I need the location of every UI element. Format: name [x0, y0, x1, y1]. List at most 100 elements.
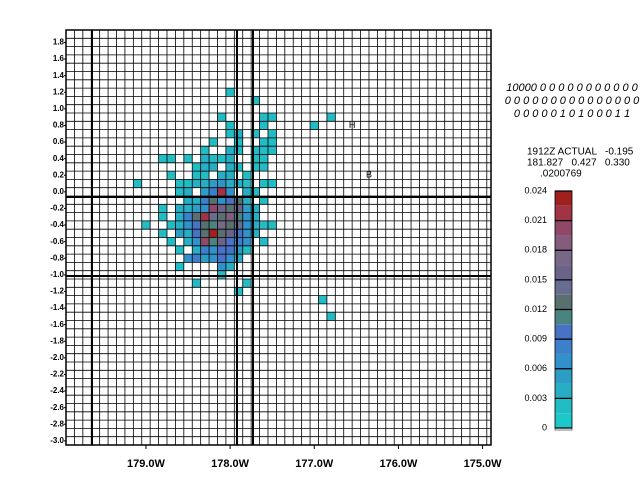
info-text: .0200769 — [540, 169, 582, 180]
heat-cell — [251, 154, 260, 163]
colorbar-bin — [555, 235, 572, 251]
x-tick-label: 176.0W — [379, 458, 418, 470]
heat-cell — [133, 179, 142, 188]
colorbar-label: 0.024 — [524, 185, 547, 195]
colorbar-bin — [555, 398, 572, 414]
heat-cell — [242, 171, 252, 180]
heat-cell — [209, 196, 218, 205]
info-text: 1912Z ACTUAL -0.195 — [527, 147, 634, 158]
heat-cell — [234, 179, 243, 188]
y-tick-label: 1.8 — [53, 38, 65, 47]
colorbar-bin — [555, 339, 572, 354]
heat-cell — [175, 204, 184, 213]
heat-cell — [166, 237, 176, 246]
heat-cell — [183, 204, 193, 213]
heat-cell — [225, 162, 235, 172]
colorbar-bin — [555, 309, 572, 325]
heat-cell — [234, 129, 243, 138]
y-tick-label: -2.0 — [50, 353, 64, 362]
heat-cell — [242, 187, 252, 196]
heat-cell — [158, 204, 167, 213]
heat-cell — [242, 279, 252, 288]
heat-cell — [209, 212, 218, 221]
heat-cell — [242, 196, 252, 205]
heat-cell — [192, 171, 201, 180]
heat-cell — [225, 254, 235, 263]
heat-cell — [259, 113, 268, 122]
x-tick-label: 179.0W — [127, 458, 166, 470]
heat-cell — [200, 237, 210, 246]
heat-cell — [217, 237, 226, 246]
heat-cell — [200, 196, 210, 205]
y-tick-label: 0.8 — [53, 121, 65, 130]
heat-cell — [183, 229, 193, 238]
heat-cell — [225, 220, 235, 230]
heat-cell — [217, 204, 226, 213]
heat-cell — [209, 220, 218, 230]
heat-cell — [242, 229, 252, 238]
heat-cell — [192, 196, 201, 205]
info-text: 181.827 0.427 0.330 — [527, 158, 630, 169]
marker-label: B — [366, 170, 372, 180]
y-tick-label: 1.6 — [53, 54, 65, 63]
heat-cell — [175, 229, 184, 238]
colorbar-label: 0.015 — [524, 274, 547, 284]
heat-cell — [234, 162, 243, 172]
heat-cell — [225, 212, 235, 221]
heat-cell — [200, 254, 210, 263]
y-tick-label: 1.2 — [53, 87, 65, 96]
heat-cell — [200, 146, 210, 155]
heat-cell — [267, 137, 277, 147]
heat-cell — [200, 245, 210, 255]
heat-cell — [217, 254, 226, 263]
heat-cell — [225, 237, 235, 246]
heat-cell — [234, 245, 243, 255]
colorbar-label: 0.018 — [524, 245, 547, 255]
heat-cell — [217, 220, 226, 230]
annotation: 0 0 0 0 0 1 0 1 0 0 0 1 1 — [514, 108, 630, 120]
heat-cell — [183, 254, 193, 263]
y-tick-label: -2.6 — [50, 403, 64, 412]
annotation: 0 0 0 0 0 0 0 0 0 0 0 0 0 0 0 — [505, 95, 640, 107]
y-tick-label: 0.6 — [53, 137, 65, 146]
y-tick-label: -1.8 — [50, 336, 64, 345]
heat-cell — [259, 121, 268, 130]
heat-cell — [225, 196, 235, 205]
heat-cell — [234, 287, 243, 296]
heat-cell — [225, 154, 235, 163]
y-tick-label: -1.4 — [50, 303, 64, 312]
colorbar-bin — [555, 324, 572, 340]
y-tick-label: -2.2 — [50, 370, 64, 379]
heat-cell — [166, 154, 176, 163]
heat-cell — [310, 121, 319, 130]
marker-label: H — [349, 120, 356, 130]
heat-cell — [166, 220, 176, 230]
y-tick-label: 1.4 — [53, 71, 65, 80]
heat-cell — [234, 254, 243, 263]
x-tick-label: 175.0W — [464, 458, 503, 470]
colorbar-bin — [555, 191, 572, 206]
heat-cell — [225, 129, 235, 138]
heat-cell — [251, 229, 260, 238]
heat-cell — [192, 220, 201, 230]
colorbar-bin — [555, 265, 572, 280]
heat-cell — [267, 220, 277, 230]
heat-cell — [209, 229, 218, 238]
y-tick-label: -0.6 — [50, 237, 64, 246]
heat-cell — [251, 204, 260, 213]
heat-cell — [166, 171, 176, 180]
heat-cell — [217, 212, 226, 221]
heat-cell — [200, 187, 210, 196]
heat-cell — [200, 154, 210, 163]
colorbar-label: 0.009 — [524, 334, 547, 344]
heat-cell — [251, 162, 260, 172]
heat-cell — [200, 220, 210, 230]
heat-cell — [225, 245, 235, 255]
heat-cell — [242, 220, 252, 230]
heat-cell — [251, 96, 260, 105]
y-tick-label: -0.4 — [50, 220, 64, 229]
heat-cell — [158, 229, 167, 238]
heat-cell — [225, 171, 235, 180]
heat-cell — [175, 179, 184, 188]
y-tick-label: -2.4 — [50, 386, 64, 395]
